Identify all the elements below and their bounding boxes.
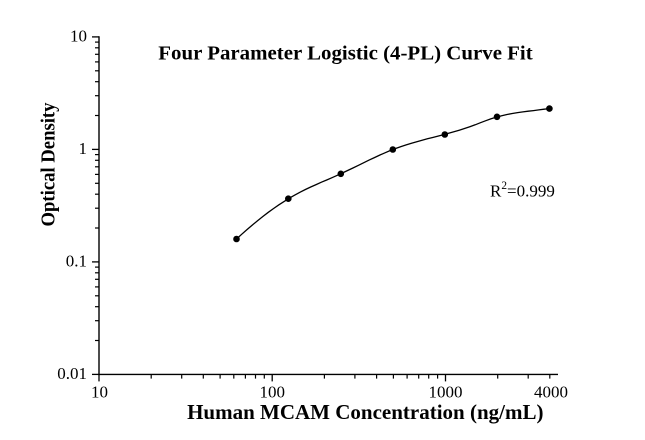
svg-text:0.1: 0.1 bbox=[66, 252, 87, 271]
svg-text:0.01: 0.01 bbox=[57, 364, 87, 383]
svg-text:100: 100 bbox=[259, 383, 285, 402]
svg-text:4000: 4000 bbox=[534, 383, 568, 402]
svg-text:Four Parameter Logistic (4-PL): Four Parameter Logistic (4-PL) Curve Fit bbox=[158, 42, 533, 64]
svg-text:Human MCAM Concentration (ng/m: Human MCAM Concentration (ng/mL) bbox=[187, 400, 543, 424]
svg-text:R2=0.999: R2=0.999 bbox=[490, 180, 555, 201]
svg-text:1: 1 bbox=[79, 139, 88, 158]
svg-text:Optical Density: Optical Density bbox=[38, 103, 60, 227]
svg-text:10: 10 bbox=[91, 383, 108, 402]
svg-text:1000: 1000 bbox=[429, 383, 463, 402]
svg-text:10: 10 bbox=[70, 27, 87, 46]
